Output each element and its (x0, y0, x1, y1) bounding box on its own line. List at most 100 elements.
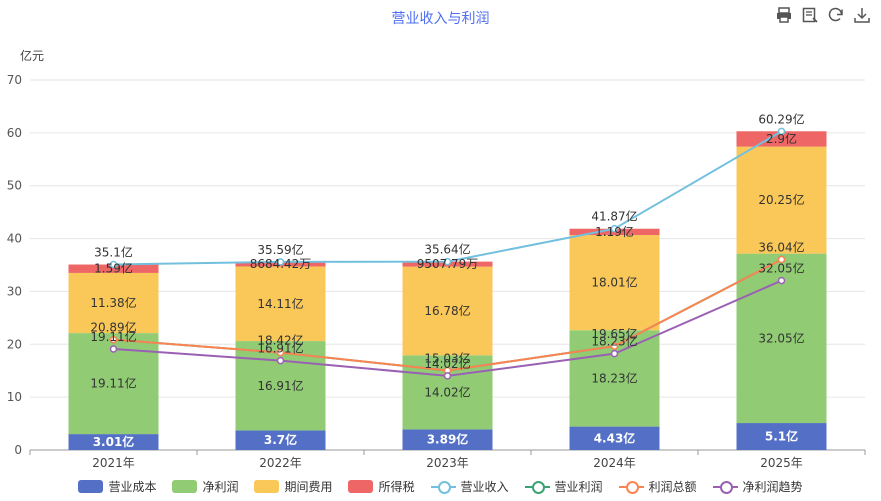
data-label: 2.9亿 (766, 131, 797, 146)
legend-label: 营业成本 (108, 480, 157, 494)
data-label: 36.04亿 (758, 240, 804, 255)
data-label: 41.87亿 (591, 209, 637, 224)
data-label: 8684.42万 (250, 257, 312, 271)
x-tick-label: 2025年 (760, 456, 803, 470)
data-label: 1.19亿 (595, 224, 634, 239)
legend: 营业成本 净利润 期间费用 所得税 营业收入 营业利润 利润总额 净利润趋势 (0, 478, 881, 495)
data-label: 60.29亿 (758, 111, 804, 126)
legend-line-marker (712, 480, 738, 494)
legend-entry[interactable]: 所得税 (348, 478, 415, 495)
data-label: 35.1亿 (94, 244, 133, 259)
legend-line-marker (618, 480, 644, 494)
y-tick-label: 0 (14, 443, 22, 457)
series-point (109, 260, 118, 269)
data-label: 18.01亿 (591, 275, 637, 290)
data-label: 3.01亿 (93, 434, 135, 449)
series-point (777, 276, 786, 285)
data-label: 3.7亿 (264, 432, 297, 447)
series-point (276, 348, 285, 357)
series-point (443, 257, 452, 266)
series-point (276, 258, 285, 266)
data-label: 16.91亿 (257, 378, 303, 393)
data-label: 20.25亿 (758, 192, 804, 207)
print-icon[interactable] (775, 6, 793, 24)
legend-line-marker (430, 480, 456, 494)
data-label: 14.02亿 (424, 356, 470, 371)
legend-entry[interactable]: 利润总额 (618, 478, 697, 495)
legend-swatch (78, 480, 104, 493)
legend-entry[interactable]: 营业收入 (430, 478, 509, 495)
y-tick-label: 40 (7, 232, 22, 246)
legend-label: 营业利润 (554, 480, 603, 494)
data-label: 5.1亿 (765, 429, 798, 444)
legend-line-marker (524, 480, 550, 494)
bar-segment (68, 264, 159, 273)
x-tick-label: 2021年 (92, 456, 135, 470)
data-label: 32.05亿 (758, 261, 804, 276)
series-point (777, 127, 786, 136)
legend-swatch (348, 480, 374, 493)
legend-entry[interactable]: 营业利润 (524, 478, 603, 495)
data-label: 14.11亿 (257, 296, 303, 311)
chart-title: 营业收入与利润 (391, 11, 490, 27)
y-axis-unit: 亿元 (20, 49, 45, 63)
data-label: 19.11亿 (90, 329, 136, 344)
y-tick-label: 20 (7, 337, 22, 351)
series-point (610, 224, 619, 233)
data-label: 16.78亿 (424, 303, 470, 318)
y-tick-label: 60 (7, 126, 22, 140)
bar-segment (235, 430, 326, 450)
data-label: 15.03亿 (424, 351, 470, 366)
data-label: 16.91亿 (257, 341, 303, 356)
series-point (276, 356, 285, 365)
legend-label: 净利润 (202, 480, 239, 494)
legend-label: 期间费用 (284, 480, 333, 494)
y-tick-label: 10 (7, 390, 22, 404)
y-tick-label: 30 (7, 284, 22, 298)
data-label: 35.64亿 (424, 242, 470, 257)
data-label: 19.11亿 (90, 376, 136, 391)
legend-label: 所得税 (378, 480, 415, 494)
data-label: 32.05亿 (758, 330, 804, 345)
data-label: 14.02亿 (424, 384, 470, 399)
bar-segment (402, 429, 493, 450)
bar-segment (569, 426, 660, 450)
bar-segment (68, 272, 159, 334)
bar-segment (736, 423, 827, 450)
data-label: 1.59亿 (94, 261, 133, 276)
legend-label: 净利润趋势 (742, 480, 803, 494)
data-view-icon[interactable] (801, 6, 819, 24)
data-label: 19.65亿 (591, 326, 637, 341)
series-point (109, 335, 118, 344)
x-tick-label: 2023年 (426, 456, 469, 470)
data-label: 4.43亿 (594, 430, 636, 445)
legend-entry[interactable]: 期间费用 (254, 478, 332, 495)
legend-entry[interactable]: 净利润 (172, 478, 238, 495)
refresh-icon[interactable] (827, 6, 845, 24)
bar-segment (235, 266, 326, 342)
bar-segment (68, 434, 159, 450)
series-point (610, 342, 619, 350)
legend-label: 利润总额 (648, 480, 697, 494)
bar-segment (569, 235, 660, 331)
x-tick-label: 2022年 (259, 456, 302, 470)
data-label: 9507.79万 (417, 257, 479, 271)
data-label: 18.23亿 (591, 370, 637, 385)
data-label: 20.89亿 (90, 320, 136, 335)
series-point (777, 255, 786, 264)
legend-label: 营业收入 (460, 480, 509, 494)
bar-segment (736, 146, 827, 254)
legend-entry[interactable]: 营业成本 (78, 478, 156, 495)
chart-plot: 0 10 20 30 40 50 60 70 2021年 2022年 2023年 2024年 2025年… (7, 73, 866, 470)
download-icon[interactable] (853, 6, 871, 24)
legend-entry[interactable]: 净利润趋势 (712, 478, 803, 495)
legend-swatch (172, 480, 198, 493)
series-point (443, 372, 452, 380)
bar-segment (736, 131, 827, 147)
x-tick-label: 2024年 (593, 456, 636, 470)
y-tick-label: 50 (7, 179, 22, 193)
y-tick-label: 70 (7, 73, 22, 87)
data-label: 35.59亿 (257, 242, 303, 257)
data-label: 11.38亿 (90, 295, 136, 310)
bar-segment (402, 266, 493, 356)
